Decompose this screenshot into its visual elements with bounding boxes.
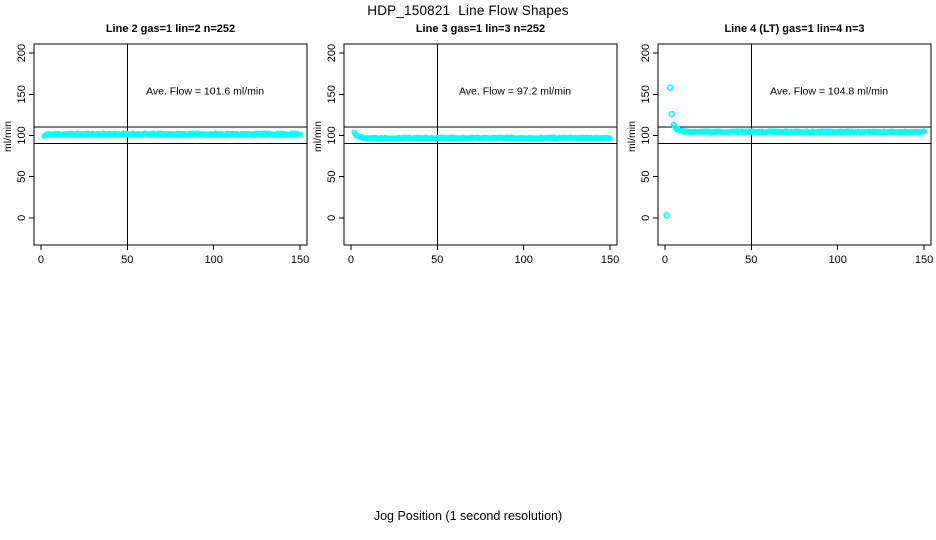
y-tick-label: 150 bbox=[326, 85, 338, 103]
y-tick-label: 100 bbox=[326, 126, 338, 144]
y-tick-label: 100 bbox=[640, 126, 652, 144]
x-tick-label: 100 bbox=[829, 254, 847, 266]
x-tick-label: 50 bbox=[745, 254, 757, 266]
y-tick-label: 100 bbox=[16, 126, 28, 144]
outlier-point bbox=[666, 84, 674, 91]
plot-box bbox=[657, 43, 932, 246]
ave-flow-annotation: Ave. Flow = 97.2 ml/min bbox=[459, 85, 571, 97]
x-tick-label: 50 bbox=[121, 254, 133, 266]
y-tick-label: 50 bbox=[326, 171, 338, 183]
x-tick-label: 150 bbox=[291, 254, 309, 266]
y-axis-label: ml/min bbox=[2, 121, 14, 152]
panel-1-title: Line 2 gas=1 lin=2 n=252 bbox=[105, 23, 236, 35]
y-tick-label: 50 bbox=[16, 171, 28, 183]
panel-2-title: Line 3 gas=1 lin=3 n=252 bbox=[415, 23, 546, 35]
panel-1-plot: 0 50 100 150 200 0 50 100 150 ml/min Ave. Flow = 1… bbox=[0, 30, 328, 298]
panel-3-title: Line 4 (LT) gas=1 lin=4 n=3 bbox=[724, 23, 865, 35]
plot-box bbox=[33, 43, 308, 246]
x-tick-label: 0 bbox=[348, 254, 354, 266]
ave-flow-annotation: Ave. Flow = 104.8 ml/min bbox=[770, 85, 888, 97]
data-point bbox=[921, 128, 927, 135]
plot-box bbox=[343, 43, 618, 246]
y-tick-label: 0 bbox=[326, 215, 338, 221]
plot-svg-panel-2: 0 50 100 150 200 0 50 100 150 ml/min Ave. Flow = 9… bbox=[312, 43, 619, 266]
x-tick-label: 100 bbox=[515, 254, 533, 266]
chart-title: HDP_150821 Line Flow Shapes bbox=[367, 3, 569, 18]
y-tick-label: 150 bbox=[16, 85, 28, 103]
y-tick-label: 50 bbox=[640, 171, 652, 183]
y-tick-label: 200 bbox=[640, 44, 652, 62]
x-tick-label: 0 bbox=[38, 254, 44, 266]
y-tick-label: 0 bbox=[16, 215, 28, 221]
outlier-point bbox=[668, 110, 676, 118]
y-tick-label: 200 bbox=[16, 44, 28, 62]
y-tick-label: 150 bbox=[640, 85, 652, 103]
x-tick-label: 150 bbox=[601, 254, 619, 266]
plot-svg-panel-1: 0 50 100 150 200 0 50 100 150 ml/min Ave. Flow = 1… bbox=[2, 43, 309, 266]
data-point bbox=[297, 131, 303, 138]
panel-2-plot: 0 50 100 150 200 0 50 100 150 ml/min Ave. Flow = 9… bbox=[308, 30, 638, 298]
outlier-point bbox=[663, 212, 670, 219]
y-tick-label: 200 bbox=[326, 44, 338, 62]
plot-svg-panel-3: 0 50 100 150 200 0 50 100 150 ml/min Ave. Flow = 1… bbox=[626, 43, 933, 266]
x-axis-label: Jog Position (1 second resolution) bbox=[373, 509, 563, 523]
x-tick-label: 100 bbox=[205, 254, 223, 266]
x-tick-label: 50 bbox=[431, 254, 443, 266]
y-axis-label: ml/min bbox=[626, 121, 638, 152]
y-tick-label: 0 bbox=[640, 215, 652, 221]
x-tick-label: 0 bbox=[662, 254, 668, 266]
y-axis-label: ml/min bbox=[312, 121, 324, 152]
x-tick-label: 150 bbox=[915, 254, 933, 266]
panel-3-plot: 0 50 100 150 200 0 50 100 150 ml/min Ave. Flow = 1… bbox=[622, 30, 936, 298]
ave-flow-annotation: Ave. Flow = 101.6 ml/min bbox=[146, 85, 264, 97]
data-point bbox=[607, 135, 613, 142]
